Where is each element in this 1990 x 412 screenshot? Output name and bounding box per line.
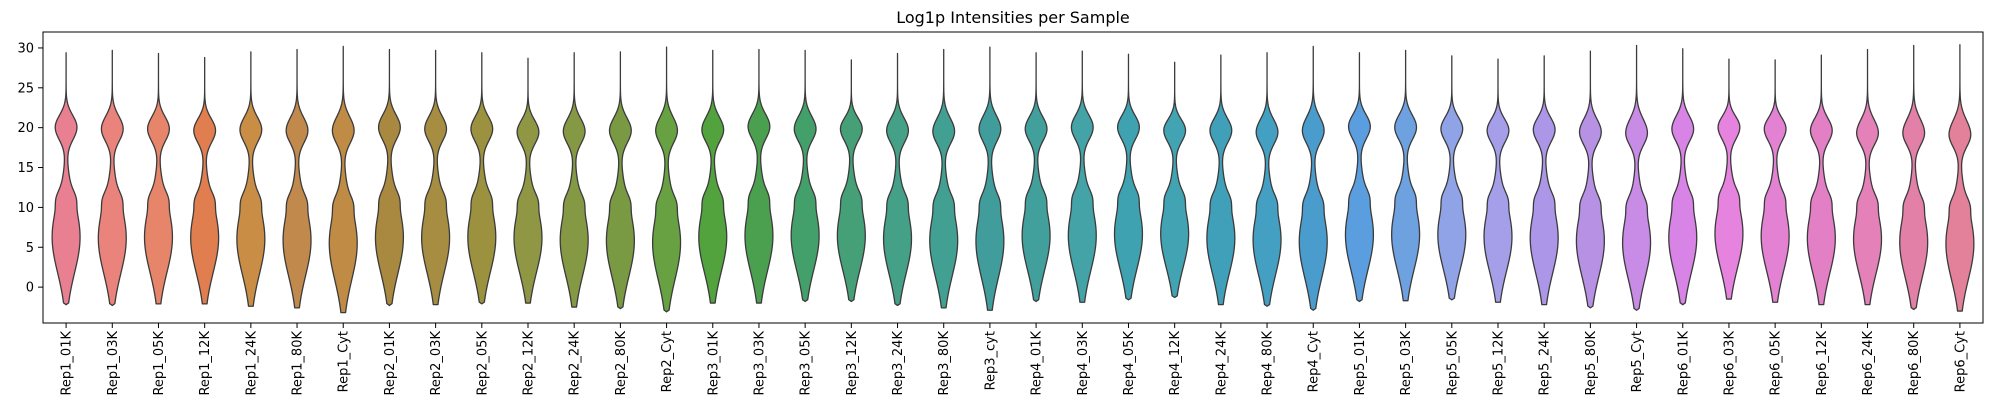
y-tick-label: 10 [17, 201, 34, 216]
y-axis: 0 5 10 15 20 25 30 [17, 41, 43, 296]
violin-Rep6_03K [1714, 58, 1744, 300]
x-tick-label: Rep6_05K [1769, 331, 1784, 396]
violin-Rep2_12K [513, 57, 543, 304]
violin-Rep3_12K [836, 59, 866, 303]
x-tick-label: Rep1_24K [244, 331, 259, 396]
x-tick-label: Rep3_03K [752, 331, 767, 396]
x-tick-label: Rep3_cyt [983, 331, 998, 390]
x-tick-label: Rep5_80K [1584, 331, 1599, 396]
x-tick-label: Rep1_03K [106, 331, 121, 396]
violin-Rep1_05K [143, 52, 174, 305]
x-tick-label: Rep1_Cyt [337, 331, 352, 392]
x-tick-label: Rep2_01K [383, 331, 398, 396]
y-tick-label: 20 [17, 121, 34, 136]
violin-Rep1_03K [97, 49, 127, 307]
violin-Rep2_05K [467, 52, 497, 305]
violin-Rep2_03K [421, 49, 451, 306]
x-tick-label: Rep5_03K [1399, 331, 1414, 396]
x-tick-label: Rep6_24K [1861, 331, 1876, 396]
violin-Rep6_24K [1852, 48, 1883, 306]
violin-Rep3_01K [698, 49, 728, 304]
violin-Rep3_24K [882, 52, 913, 307]
x-tick-label: Rep2_24K [568, 331, 583, 396]
violin-Rep5_80K [1575, 50, 1605, 309]
violin-Rep5_24K [1529, 55, 1559, 306]
violin-Rep5_03K [1391, 49, 1421, 302]
y-tick-label: 25 [17, 81, 34, 96]
violin-Rep2_01K [374, 48, 405, 307]
violin-Rep4_80K [1252, 52, 1282, 307]
x-tick-label: Rep3_12K [845, 331, 860, 396]
violin-Rep1_01K [51, 52, 81, 306]
y-tick-label: 5 [26, 241, 34, 256]
violin-Rep5_12K [1483, 58, 1513, 303]
x-axis: Rep1_01K Rep1_03K Rep1_05K Rep1_12K Rep1_24K… [60, 323, 1968, 396]
violin-Rep1_Cyt [328, 45, 358, 314]
violin-Rep6_12K [1806, 54, 1836, 306]
violin-Rep4_01K [1021, 52, 1051, 303]
x-tick-label: Rep5_12K [1492, 331, 1507, 396]
x-tick-label: Rep5_01K [1353, 331, 1368, 396]
x-tick-label: Rep5_05K [1445, 331, 1460, 396]
violin-Rep3_03K [744, 48, 774, 304]
plot-frame [42, 31, 1984, 324]
x-tick-label: Rep5_24K [1538, 331, 1553, 396]
violin-Rep5_05K [1437, 55, 1467, 301]
x-tick-label: Rep3_80K [937, 331, 952, 396]
x-tick-label: Rep2_80K [614, 331, 629, 396]
violins [51, 44, 1975, 314]
x-tick-label: Rep3_24K [891, 331, 906, 396]
x-tick-label: Rep6_01K [1676, 331, 1691, 396]
x-tick-label: Rep4_01K [1030, 331, 1045, 396]
x-tick-label: Rep2_05K [475, 331, 490, 396]
x-tick-label: Rep4_80K [1261, 331, 1276, 396]
x-tick-label: Rep3_01K [706, 331, 721, 396]
x-tick-label: Rep2_12K [522, 331, 537, 396]
violin-Rep3_cyt [975, 46, 1005, 311]
violin-Rep3_80K [929, 48, 959, 309]
violin-Rep5_Cyt [1621, 44, 1652, 311]
violin-Rep5_01K [1344, 52, 1375, 303]
violin-Rep4_12K [1160, 61, 1190, 299]
x-tick-label: Rep4_03K [1076, 331, 1091, 396]
violin-Rep2_Cyt [651, 46, 682, 313]
x-tick-label: Rep4_12K [1168, 331, 1183, 396]
violin-Rep6_05K [1760, 59, 1790, 303]
violin-Rep6_80K [1899, 44, 1929, 311]
violin-Rep1_12K [190, 56, 220, 305]
y-tick-label: 15 [17, 161, 34, 176]
x-tick-label: Rep6_80K [1907, 331, 1922, 396]
x-tick-label: Rep1_12K [198, 331, 213, 396]
chart-title: Log1p Intensities per Sample [896, 8, 1130, 27]
x-tick-label: Rep4_05K [1122, 331, 1137, 396]
violin-Rep4_03K [1067, 50, 1097, 303]
x-tick-label: Rep6_12K [1815, 331, 1830, 396]
x-tick-label: Rep1_05K [152, 331, 167, 396]
x-tick-label: Rep1_80K [291, 331, 306, 396]
x-tick-label: Rep3_05K [799, 331, 814, 396]
violin-Rep1_24K [236, 51, 266, 307]
violin-Rep4_05K [1113, 53, 1144, 301]
violin-Rep1_80K [282, 48, 312, 309]
x-tick-label: Rep6_Cyt [1953, 331, 1968, 392]
violin-Rep4_Cyt [1298, 45, 1328, 311]
violin-Rep4_24K [1206, 54, 1236, 306]
x-tick-label: Rep4_24K [1214, 331, 1229, 396]
x-tick-label: Rep4_Cyt [1307, 331, 1322, 392]
x-tick-label: Rep5_Cyt [1630, 331, 1645, 392]
violin-Rep6_Cyt [1945, 44, 1975, 312]
x-tick-label: Rep6_03K [1722, 331, 1737, 396]
violin-Rep3_05K [790, 49, 820, 303]
y-tick-label: 0 [26, 281, 34, 296]
y-tick-label: 30 [17, 41, 34, 56]
x-tick-label: Rep2_Cyt [660, 331, 675, 392]
violin-Rep2_80K [605, 51, 635, 310]
x-tick-label: Rep1_01K [60, 331, 75, 396]
violin-Rep6_01K [1668, 48, 1698, 306]
x-tick-label: Rep2_03K [429, 331, 444, 396]
violin-Rep2_24K [559, 52, 589, 308]
